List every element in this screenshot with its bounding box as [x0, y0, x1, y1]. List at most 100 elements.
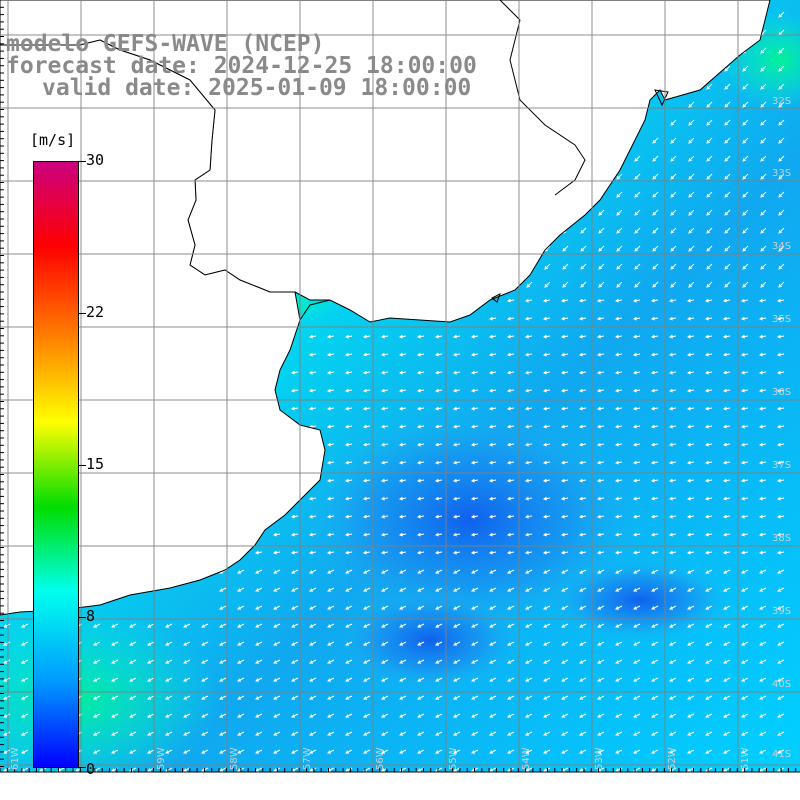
lat-label: 39S: [772, 606, 792, 617]
wind-vector: [652, 191, 659, 198]
wind-vector: [381, 623, 389, 628]
wind-vector: [524, 388, 533, 393]
wind-vector: [219, 749, 227, 754]
wind-vector: [93, 749, 101, 754]
wind-vector: [93, 695, 101, 700]
wind-vector: [488, 406, 497, 411]
wind-vector: [724, 281, 731, 288]
wind-vector: [326, 460, 335, 465]
wind-vector: [634, 281, 641, 288]
wind-vector: [399, 623, 407, 628]
wind-vector: [111, 731, 119, 736]
wind-vector: [597, 605, 605, 610]
wind-vector: [435, 623, 443, 628]
wind-vector: [760, 47, 767, 54]
wind-vector: [778, 119, 785, 126]
wind-vector: [201, 659, 209, 664]
wind-vector: [760, 227, 767, 234]
wind-vector: [652, 137, 659, 144]
wind-vector: [669, 713, 677, 718]
wind-vector: [470, 352, 479, 357]
wind-vector: [237, 659, 245, 664]
wind-vector: [741, 569, 749, 574]
wind-vector: [471, 623, 479, 628]
wind-vector: [399, 695, 407, 700]
wind-vector: [758, 406, 767, 411]
wind-vector: [634, 263, 641, 270]
wind-vector: [506, 532, 515, 537]
wind-vector: [398, 334, 407, 339]
lon-label: 59W: [156, 747, 167, 770]
wind-vector: [381, 569, 389, 574]
wind-vector: [380, 424, 389, 429]
wind-vector: [652, 173, 659, 180]
wind-vector: [759, 623, 767, 628]
wind-vector: [489, 659, 497, 664]
wind-vector: [632, 334, 641, 339]
wind-vector: [470, 388, 479, 393]
wind-vector: [39, 767, 47, 772]
wind-vector: [724, 209, 731, 216]
wind-vector: [273, 641, 281, 646]
wind-vector: [740, 334, 749, 339]
wind-vector: [344, 514, 353, 519]
wind-vector: [777, 605, 785, 610]
wind-vector: [670, 245, 677, 252]
wind-vector: [111, 623, 119, 628]
wind-vector: [434, 352, 443, 357]
lat-label: 34S: [772, 241, 792, 252]
wind-vector: [633, 659, 641, 664]
wind-vector: [362, 550, 371, 555]
wind-vector: [524, 406, 533, 411]
wind-vector: [632, 352, 641, 357]
wind-vector: [201, 713, 209, 718]
wind-vector: [615, 569, 623, 574]
wind-vector: [686, 316, 695, 321]
wind-vector: [471, 731, 479, 736]
wind-vector: [453, 731, 461, 736]
wind-vector: [616, 245, 623, 252]
wind-vector: [758, 442, 767, 447]
wind-vector: [471, 605, 479, 610]
wind-vector: [3, 677, 11, 682]
wind-vector: [724, 263, 731, 270]
wind-vector: [363, 713, 371, 718]
wind-vector: [706, 83, 713, 90]
wind-vector: [560, 550, 569, 555]
wind-vector: [453, 569, 461, 574]
wind-vector: [255, 749, 263, 754]
wind-vector: [598, 263, 605, 270]
wind-vector: [471, 569, 479, 574]
wind-vector: [344, 496, 353, 501]
wind-vector: [129, 677, 137, 682]
wind-vector: [291, 623, 299, 628]
wind-vector: [111, 749, 119, 754]
wind-vector: [165, 641, 173, 646]
wind-vector: [309, 605, 317, 610]
wind-vector: [778, 155, 785, 162]
wind-vector: [291, 695, 299, 700]
wind-vector: [453, 749, 461, 754]
wind-vector: [542, 496, 551, 501]
wind-vector: [147, 623, 155, 628]
lon-label: 61W: [10, 747, 21, 770]
wind-vector: [615, 731, 623, 736]
wind-vector: [435, 731, 443, 736]
wind-vector: [326, 406, 335, 411]
wind-vector: [742, 101, 749, 108]
wind-vector: [452, 406, 461, 411]
wind-vector: [488, 370, 497, 375]
wind-vector: [165, 695, 173, 700]
wind-vector: [3, 623, 11, 628]
wind-vector: [183, 713, 191, 718]
lon-label: 53W: [594, 747, 605, 770]
wind-vector: [21, 641, 29, 646]
wind-vector: [326, 334, 335, 339]
wind-vector: [470, 424, 479, 429]
wind-vector: [345, 587, 353, 592]
wind-vector: [742, 137, 749, 144]
wind-vector: [669, 749, 677, 754]
wind-vector: [670, 209, 677, 216]
wind-vector: [345, 731, 353, 736]
wind-vector: [416, 406, 425, 411]
